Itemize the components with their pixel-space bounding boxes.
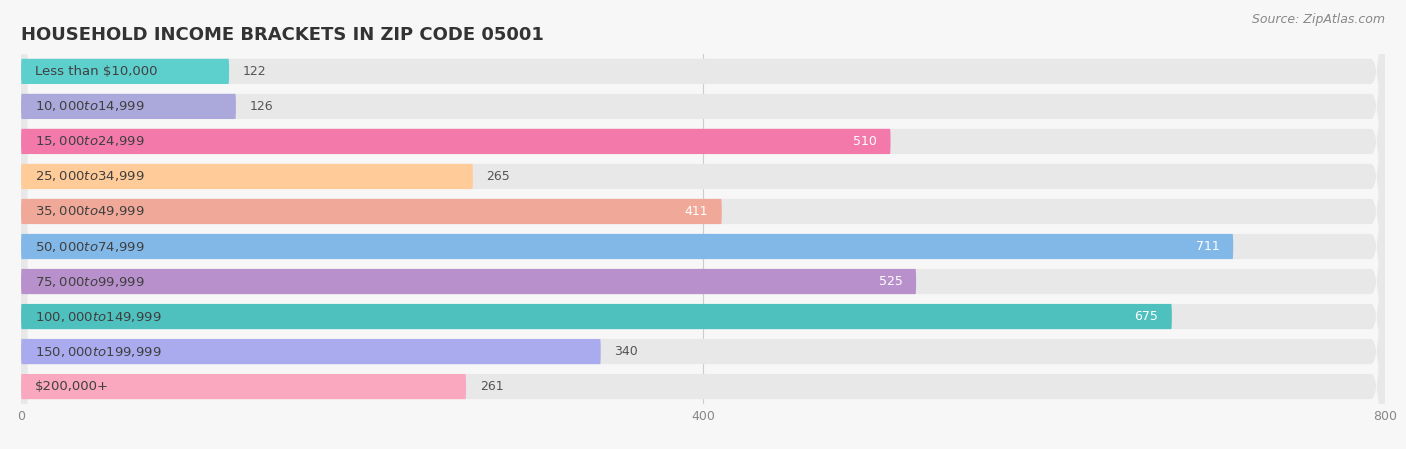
Text: 340: 340	[614, 345, 638, 358]
Text: 261: 261	[479, 380, 503, 393]
Text: $150,000 to $199,999: $150,000 to $199,999	[35, 344, 162, 359]
FancyBboxPatch shape	[21, 304, 1171, 329]
FancyBboxPatch shape	[21, 0, 1385, 409]
Text: 265: 265	[486, 170, 510, 183]
FancyBboxPatch shape	[21, 59, 229, 84]
FancyBboxPatch shape	[21, 84, 1385, 449]
Text: Source: ZipAtlas.com: Source: ZipAtlas.com	[1251, 13, 1385, 26]
FancyBboxPatch shape	[21, 14, 1385, 449]
Text: 525: 525	[879, 275, 903, 288]
Text: $50,000 to $74,999: $50,000 to $74,999	[35, 239, 145, 254]
Text: HOUSEHOLD INCOME BRACKETS IN ZIP CODE 05001: HOUSEHOLD INCOME BRACKETS IN ZIP CODE 05…	[21, 26, 544, 44]
Text: $10,000 to $14,999: $10,000 to $14,999	[35, 99, 145, 114]
FancyBboxPatch shape	[21, 374, 465, 399]
FancyBboxPatch shape	[21, 94, 236, 119]
FancyBboxPatch shape	[21, 0, 1385, 339]
Text: 510: 510	[853, 135, 877, 148]
FancyBboxPatch shape	[21, 129, 890, 154]
FancyBboxPatch shape	[21, 0, 1385, 374]
Text: 122: 122	[243, 65, 266, 78]
Text: 411: 411	[685, 205, 709, 218]
Text: 126: 126	[249, 100, 273, 113]
FancyBboxPatch shape	[21, 199, 721, 224]
Text: $35,000 to $49,999: $35,000 to $49,999	[35, 204, 145, 219]
Text: $25,000 to $34,999: $25,000 to $34,999	[35, 169, 145, 184]
Text: 711: 711	[1195, 240, 1219, 253]
Text: Less than $10,000: Less than $10,000	[35, 65, 157, 78]
FancyBboxPatch shape	[21, 0, 1385, 449]
FancyBboxPatch shape	[21, 49, 1385, 449]
Text: $200,000+: $200,000+	[35, 380, 108, 393]
FancyBboxPatch shape	[21, 234, 1233, 259]
Text: $15,000 to $24,999: $15,000 to $24,999	[35, 134, 145, 149]
Text: $100,000 to $149,999: $100,000 to $149,999	[35, 309, 162, 324]
FancyBboxPatch shape	[21, 339, 600, 364]
Text: $75,000 to $99,999: $75,000 to $99,999	[35, 274, 145, 289]
FancyBboxPatch shape	[21, 0, 1385, 449]
FancyBboxPatch shape	[21, 164, 472, 189]
FancyBboxPatch shape	[21, 119, 1385, 449]
FancyBboxPatch shape	[21, 0, 1385, 444]
Text: 675: 675	[1135, 310, 1159, 323]
FancyBboxPatch shape	[21, 269, 917, 294]
